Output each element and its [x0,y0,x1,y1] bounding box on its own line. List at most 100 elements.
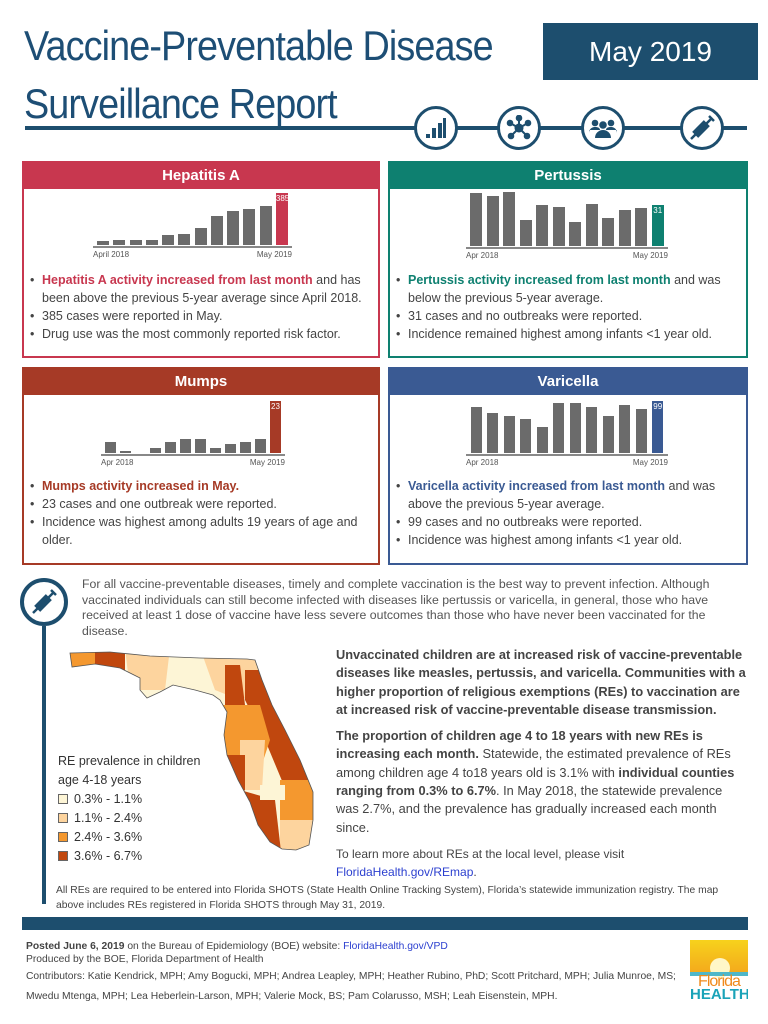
chart-bar [240,441,251,453]
shots-note: All REs are required to be entered into … [56,885,719,911]
chart-bar [194,228,207,245]
contributors: Contributors: Katie Kendrick, MPH; Amy B… [26,971,676,1002]
chart-bar [255,439,266,453]
chart-bar [536,205,549,246]
chart-bar [105,441,116,453]
chart-bar [243,208,256,245]
bullet-item: 23 cases and one outbreak were reported. [28,495,372,513]
chart-bar [259,205,272,245]
logo-text-florida: Florida [698,973,741,990]
chart-bar: 23 [270,401,281,453]
footer-divider [22,917,748,930]
chart-bar [225,443,236,453]
panel-title: Varicella [390,369,746,395]
x-start-label: Apr 2018 [101,458,134,467]
chart-bar [635,408,647,453]
chart-bar [487,412,499,453]
x-start-label: Apr 2018 [466,458,499,467]
chart-bar [503,416,515,453]
network-icon [497,106,541,150]
bar-chart-icon [414,106,458,150]
re-p3-text: To learn more about REs at the local lev… [336,846,625,861]
legend-label: 0.3% - 1.1% [74,792,143,806]
header-divider [25,126,747,130]
bullet-text: and was below the previous 5-year averag… [408,273,721,305]
map-region [245,670,313,800]
chart-axis [101,454,285,456]
chart-bar [618,210,631,246]
chart-bar: 31 [651,205,664,246]
chart-bar [536,427,548,453]
chart-axis [466,247,668,249]
people-group-icon [581,106,625,150]
chart-bar [210,215,223,245]
x-end-label: May 2019 [249,458,285,467]
re-p2-bold-1: The proportion of children age 4 to 18 y… [336,728,703,762]
bullet-highlight: Pertussis activity increased from last m… [408,273,671,287]
panel-title: Hepatitis A [24,163,378,189]
legend-item: 0.3% - 1.1% [58,790,208,809]
chart-bar [210,448,221,453]
legend-label: 2.4% - 3.6% [74,830,143,844]
bullet-item: Incidence was highest among adults 19 ye… [28,513,372,549]
chart-bar [195,439,206,453]
chart-bar: 385 [275,193,290,245]
intro-text: For all vaccine-preventable diseases, ti… [82,577,710,638]
panel-title: Mumps [24,369,378,395]
chart-bar [227,211,240,245]
re-paragraph-1: Unvaccinated children are at increased r… [336,647,746,717]
florida-re-map [69,651,314,851]
legend-title: RE prevalence in children age 4-18 years [58,754,201,787]
chart-bar [113,240,126,245]
chart-axis [93,246,292,248]
legend-swatch [58,832,68,842]
bullet-text: 385 cases were reported in May. [42,309,223,323]
remap-link[interactable]: FloridaHealth.gov/REmap [336,865,474,880]
chart-bar [470,193,483,246]
produced-by: Produced by the BOE, Florida Department … [26,954,264,965]
legend-label: 3.6% - 6.7% [74,849,143,863]
bullet-highlight: Mumps activity increased in May. [42,479,240,493]
report-title-line2: Surveillance Report [24,80,338,127]
re-p2-text-1: Statewide, the estimated prevalence of R… [336,746,731,780]
vpd-link[interactable]: FloridaHealth.gov/VPD [343,941,448,952]
chart-bar [552,206,565,246]
mumps-bullets: Mumps activity increased in May. 23 cases… [28,477,372,549]
syringe-icon [20,578,68,626]
chart-bar [503,192,516,246]
legend-item: 1.1% - 2.4% [58,809,208,828]
mumps-chart: 23 Apr 2018 May 2019 [101,401,285,467]
chart-bar [602,218,615,246]
x-end-label: May 2019 [256,250,292,259]
x-end-label: May 2019 [632,458,668,467]
chart-bar [97,240,110,245]
logo-text-health: HEALTH [690,986,748,1002]
bullet-text: 31 cases and no outbreaks were reported. [408,309,643,323]
legend-label: 1.1% - 2.4% [74,811,143,825]
report-title-line1: Vaccine-Preventable Disease [24,22,494,69]
chart-bar [486,195,499,246]
map-region [280,780,313,820]
chart-bar [520,419,532,453]
chart-bar [569,222,582,246]
bullet-text: Incidence was highest among infants <1 y… [408,533,683,547]
chart-bar [150,448,161,453]
chart-bar [553,403,565,453]
bullet-item: Incidence was highest among infants <1 y… [394,531,740,549]
legend-item: 2.4% - 3.6% [58,828,208,847]
bar-value-label: 385 [275,194,290,203]
chart-bar: 99 [652,401,664,453]
bullet-text: and was above the previous 5-year averag… [408,479,716,511]
bullet-text: 23 cases and one outbreak were reported. [42,497,277,511]
chart-bar [129,239,142,245]
bullet-text: Drug use was the most commonly reported … [42,327,341,341]
legend-swatch [58,794,68,804]
bullet-item: Varicella activity increased from last m… [394,477,740,513]
florida-health-logo: Florida HEALTH [690,940,748,1002]
map-region [260,785,285,800]
map-region [280,820,313,850]
posted-date: Posted June 6, 2019 [26,941,125,952]
map-legend: RE prevalence in children age 4-18 years… [58,752,208,866]
x-start-label: Apr 2018 [466,251,499,260]
chart-bar [470,406,482,453]
